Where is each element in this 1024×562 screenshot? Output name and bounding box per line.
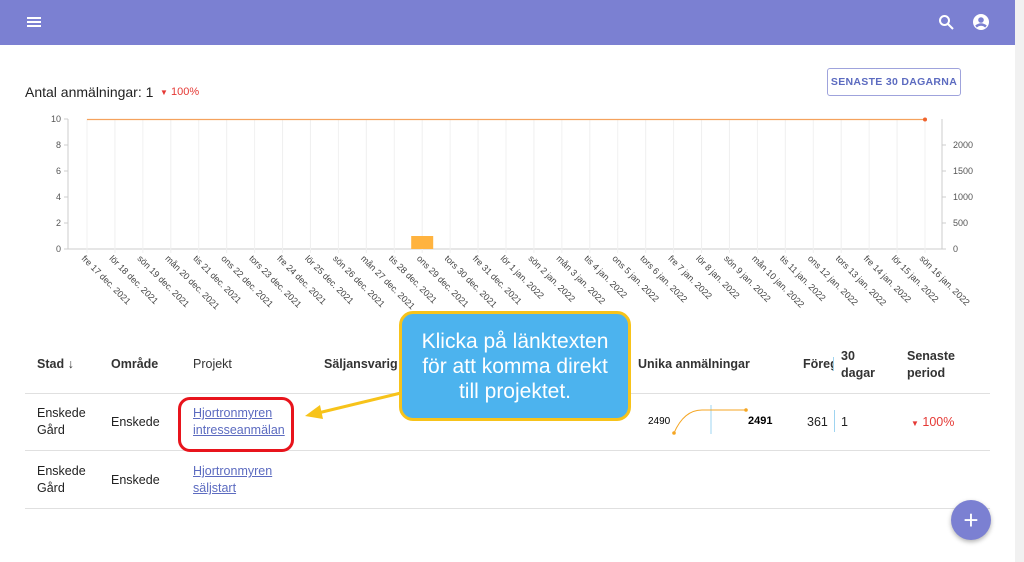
cell: Enskede <box>111 415 160 429</box>
change-value: 100% <box>922 415 955 429</box>
x-tick-label: tors 13 jan. 2022 <box>834 253 888 307</box>
summary-count: 1 <box>145 84 154 100</box>
header-text: Stad <box>37 357 65 371</box>
account-icon[interactable] <box>971 12 991 32</box>
cell: 1 <box>841 415 848 429</box>
header-cell[interactable]: Säljansvarig <box>324 357 398 371</box>
x-tick-label: tis 21 dec. 2021 <box>191 253 243 305</box>
row-divider <box>25 450 990 451</box>
x-tick-label: lör 18 dec. 2021 <box>108 253 161 306</box>
summary-label: Antal anmälningar: <box>25 84 142 100</box>
cell-divider <box>834 410 835 432</box>
x-tick-label: fre 17 dec. 2021 <box>80 253 133 306</box>
menu-icon[interactable] <box>25 13 43 31</box>
add-button[interactable]: + <box>951 500 991 540</box>
search-icon[interactable] <box>937 13 955 31</box>
summary: Antal anmälningar: 1 <box>25 84 153 100</box>
y-tick-label: 4 <box>56 192 61 202</box>
header-cell[interactable]: Projekt <box>193 357 232 371</box>
cell: Enskede Gård <box>37 464 86 495</box>
highlight-box <box>178 397 294 452</box>
x-tick-label: tis 28 dec. 2021 <box>387 253 439 305</box>
y2-tick-label: 0 <box>953 244 958 254</box>
y-tick-label: 6 <box>56 166 61 176</box>
line-end-point <box>923 117 927 122</box>
cell: Enskede <box>111 473 160 487</box>
x-tick-label: lör 25 dec. 2021 <box>303 253 356 306</box>
y-tick-label: 10 <box>51 114 61 124</box>
project-link[interactable]: Hjortronmyren intresseanmälan <box>193 406 285 437</box>
x-tick-label: fre 31 dec. 2021 <box>471 253 524 306</box>
callout-arrow <box>305 390 406 419</box>
header-cell[interactable]: Unika anmälningar <box>638 357 750 371</box>
cell: 361 <box>807 415 828 429</box>
y-tick-label: 0 <box>56 244 61 254</box>
project-link[interactable]: Hjortronmyren säljstart <box>193 464 273 495</box>
y2-tick-label: 500 <box>953 218 968 228</box>
x-tick-label: sön 16 jan. 2022 <box>918 253 972 307</box>
callout: Klicka på länktexten för att komma direk… <box>399 311 631 421</box>
spark-start: 2490 <box>648 416 671 427</box>
spark-point <box>744 408 748 412</box>
y2-tick-label: 2000 <box>953 140 973 150</box>
scrollbar <box>1015 0 1024 562</box>
header-cell[interactable]: Senaste period <box>907 349 955 380</box>
x-tick-label: ons 12 jan. 2022 <box>806 253 860 307</box>
summary-change: ▼ 100% <box>160 86 200 98</box>
spark-line <box>673 409 746 434</box>
y2-tick-label: 1000 <box>953 192 973 202</box>
x-tick-label: mån 3 jan. 2022 <box>554 253 607 306</box>
spark-point <box>672 431 676 435</box>
header-cell[interactable]: Föreg. <box>803 357 834 371</box>
bar <box>411 236 434 249</box>
header-cell[interactable]: Stad ↓ <box>37 357 74 371</box>
cell: ▼ 100% <box>911 415 955 429</box>
spark-end: 2491 <box>748 415 772 427</box>
x-tick-label: fre 24 dec. 2021 <box>275 253 328 306</box>
change-value: 100% <box>170 86 200 98</box>
cell: Enskede Gård <box>37 406 86 437</box>
range-button[interactable]: SENASTE 30 DAGARNA <box>827 68 961 96</box>
header-cell[interactable]: 30 dagar <box>841 349 876 380</box>
y-tick-label: 2 <box>56 218 61 228</box>
y2-tick-label: 1500 <box>953 166 973 176</box>
header-cell[interactable]: Område <box>111 357 159 371</box>
y-tick-label: 8 <box>56 140 61 150</box>
sparkline: 2490 2491 <box>648 405 772 435</box>
row-divider <box>25 508 990 509</box>
app-bar <box>0 0 1015 45</box>
